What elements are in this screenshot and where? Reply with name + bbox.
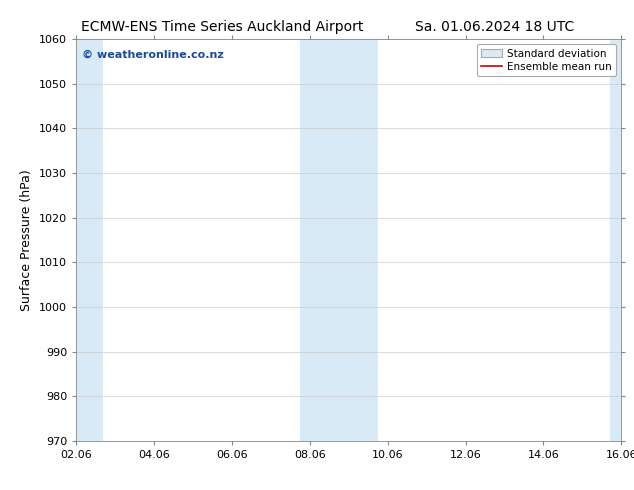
Text: © weatheronline.co.nz: © weatheronline.co.nz <box>82 49 223 59</box>
Y-axis label: Surface Pressure (hPa): Surface Pressure (hPa) <box>20 169 34 311</box>
Bar <box>300 39 378 441</box>
Bar <box>76 39 103 441</box>
Text: ECMW-ENS Time Series Auckland Airport: ECMW-ENS Time Series Auckland Airport <box>81 20 363 34</box>
Text: Sa. 01.06.2024 18 UTC: Sa. 01.06.2024 18 UTC <box>415 20 574 34</box>
Legend: Standard deviation, Ensemble mean run: Standard deviation, Ensemble mean run <box>477 45 616 76</box>
Bar <box>610 39 621 441</box>
